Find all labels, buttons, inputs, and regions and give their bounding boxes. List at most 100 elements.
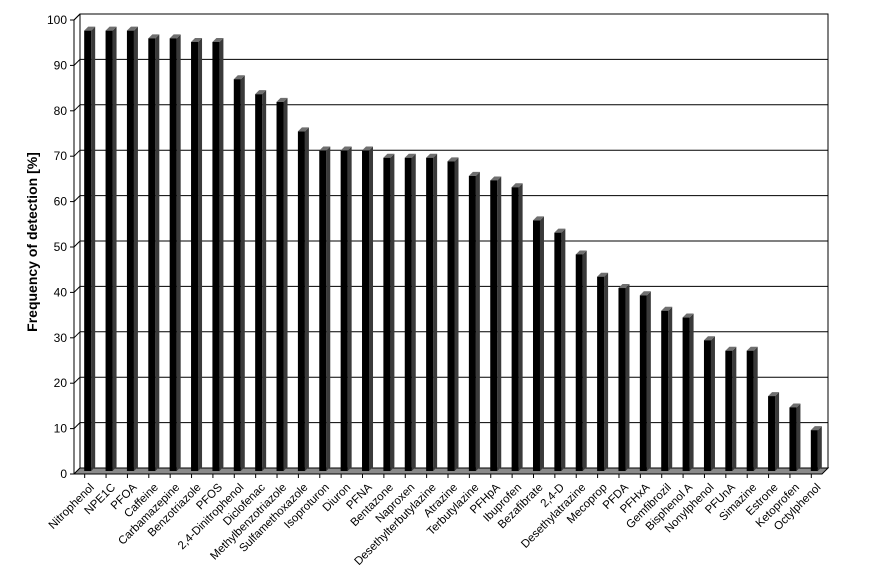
- bar-front: [725, 350, 733, 471]
- bar-top: [746, 346, 758, 351]
- bar-front: [768, 396, 776, 471]
- bar-side: [518, 183, 523, 471]
- bar-top: [126, 26, 138, 31]
- bar-top: [169, 34, 181, 39]
- bar: [661, 306, 673, 471]
- bar: [746, 346, 758, 471]
- bar-top: [105, 26, 117, 31]
- bar-front: [426, 157, 434, 472]
- bar-side: [539, 216, 544, 471]
- gridline-depth: [73, 240, 81, 248]
- bar-top: [490, 176, 502, 181]
- bar-side: [454, 157, 459, 471]
- bar-top: [212, 37, 224, 42]
- bar-front: [661, 310, 669, 471]
- bar: [490, 176, 502, 471]
- bar: [768, 392, 780, 471]
- bar: [255, 90, 267, 472]
- bar-top: [191, 37, 203, 42]
- bar-side: [625, 284, 630, 471]
- bar: [426, 153, 438, 472]
- bar-front: [746, 350, 754, 471]
- bar-front: [789, 407, 797, 471]
- bar-top: [597, 272, 609, 277]
- bar-front: [554, 232, 562, 471]
- bar-top: [511, 183, 523, 188]
- bar-side: [347, 146, 352, 471]
- bar: [404, 153, 416, 472]
- bar-top: [404, 153, 416, 158]
- y-tick-label: 90: [54, 58, 68, 72]
- bar-front: [105, 30, 113, 472]
- bar-front: [490, 180, 498, 471]
- bar: [639, 291, 651, 471]
- bar-side: [91, 26, 96, 472]
- bar-side: [710, 336, 715, 471]
- gridline-depth: [73, 286, 81, 293]
- bar: [682, 313, 694, 471]
- bar-side: [817, 426, 822, 471]
- bar-front: [618, 288, 626, 471]
- bar-side: [582, 250, 587, 471]
- bar-side: [796, 403, 801, 471]
- bar-top: [532, 216, 544, 221]
- bar-side: [433, 153, 438, 472]
- bar-side: [604, 272, 609, 471]
- bar-top: [639, 291, 651, 296]
- gridline-depth: [73, 104, 81, 112]
- bar: [212, 37, 224, 471]
- bar-top: [84, 26, 96, 31]
- y-axis-depth-line: [73, 13, 81, 21]
- bar-top: [618, 284, 630, 289]
- bar: [169, 34, 181, 471]
- bar: [618, 284, 630, 471]
- bar-front: [148, 38, 156, 471]
- bar-front: [233, 79, 241, 471]
- bar: [532, 216, 544, 471]
- bar-front: [810, 430, 818, 471]
- bar-side: [775, 392, 780, 471]
- bar-side: [176, 34, 181, 471]
- bar-top: [682, 313, 694, 318]
- y-tick-label: 50: [54, 240, 68, 254]
- axis-layer: [70, 13, 822, 478]
- bar: [340, 146, 352, 471]
- bar: [810, 426, 822, 471]
- bar-side: [262, 90, 267, 472]
- bar-front: [319, 150, 327, 471]
- y-tick-label: 20: [54, 376, 68, 390]
- bar-side: [753, 346, 758, 471]
- bar-side: [497, 176, 502, 471]
- bar-side: [133, 26, 138, 472]
- bar-side: [369, 146, 374, 471]
- bar-front: [212, 41, 220, 471]
- bar-top: [383, 153, 395, 158]
- y-tick-label: 80: [54, 104, 68, 118]
- bar-side: [732, 346, 737, 471]
- y-tick-label: 60: [54, 195, 68, 209]
- bar-side: [326, 146, 331, 471]
- bar-top: [447, 157, 459, 162]
- bar: [468, 171, 480, 471]
- bar-side: [283, 97, 288, 471]
- gridline-depth: [73, 59, 81, 66]
- y-tick-label: 10: [54, 422, 68, 436]
- bars-layer: [84, 26, 822, 472]
- bar-top: [810, 426, 822, 431]
- bar-front: [255, 94, 263, 472]
- bar-top: [768, 392, 780, 397]
- y-tick-labels: 0 10 20 30 40 50 60 70 80 90 100: [47, 13, 67, 481]
- bar: [575, 250, 587, 471]
- bar-top: [554, 228, 566, 233]
- gridline-depth: [73, 149, 81, 157]
- bar-side: [240, 75, 245, 471]
- y-tick-label: 70: [54, 149, 68, 163]
- x-tick-labels: NitrophenolNPE1CPFOACaffeineCarbamazepin…: [47, 481, 824, 567]
- bar-top: [319, 146, 331, 151]
- bar: [597, 272, 609, 471]
- bar-side: [155, 34, 160, 471]
- bar-front: [169, 38, 177, 471]
- bar: [319, 146, 331, 471]
